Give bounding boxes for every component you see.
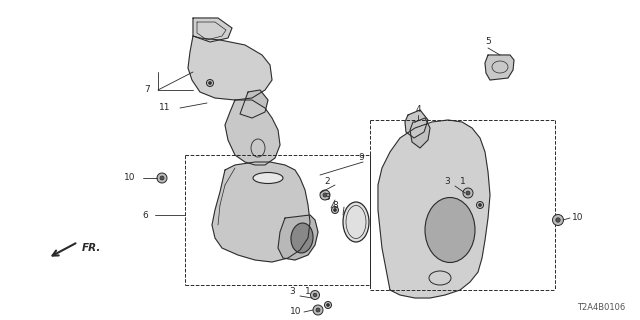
Text: 3: 3 [324,194,330,203]
Text: 10: 10 [124,173,135,182]
Text: T2A4B0106: T2A4B0106 [577,303,625,312]
Circle shape [466,191,470,195]
Circle shape [313,293,317,297]
Circle shape [324,301,332,308]
Circle shape [310,291,319,300]
Polygon shape [410,118,430,148]
Circle shape [463,188,473,198]
Circle shape [332,206,339,213]
Text: FR.: FR. [82,243,101,253]
Text: 10: 10 [291,308,301,316]
Text: 3: 3 [289,287,295,297]
Polygon shape [212,162,310,262]
Circle shape [552,214,563,226]
Polygon shape [485,55,514,80]
Circle shape [333,209,337,212]
Text: 11: 11 [159,103,170,113]
Polygon shape [278,215,318,260]
Polygon shape [378,120,490,298]
Text: 8: 8 [332,201,338,210]
Text: 4: 4 [415,106,421,115]
Circle shape [479,204,481,206]
Circle shape [323,193,327,197]
Text: 10: 10 [572,213,584,222]
Text: 9: 9 [358,154,364,163]
Polygon shape [193,18,232,42]
Circle shape [320,190,330,200]
Circle shape [326,304,330,307]
Circle shape [556,218,560,222]
Polygon shape [188,36,272,100]
Text: 2: 2 [324,178,330,187]
Circle shape [157,173,167,183]
Text: 1: 1 [460,178,466,187]
Circle shape [316,308,320,312]
Polygon shape [225,100,280,165]
Circle shape [209,82,211,84]
Ellipse shape [291,223,313,253]
Circle shape [313,305,323,315]
Text: 3: 3 [444,178,450,187]
Text: 7: 7 [144,85,150,94]
Text: 1: 1 [305,287,311,297]
Circle shape [160,176,164,180]
Text: 6: 6 [142,211,148,220]
Polygon shape [405,110,428,138]
Circle shape [477,202,483,209]
Text: 5: 5 [485,37,491,46]
Polygon shape [240,90,268,118]
Ellipse shape [425,197,475,262]
Circle shape [207,79,214,86]
Ellipse shape [253,172,283,183]
Ellipse shape [343,202,369,242]
